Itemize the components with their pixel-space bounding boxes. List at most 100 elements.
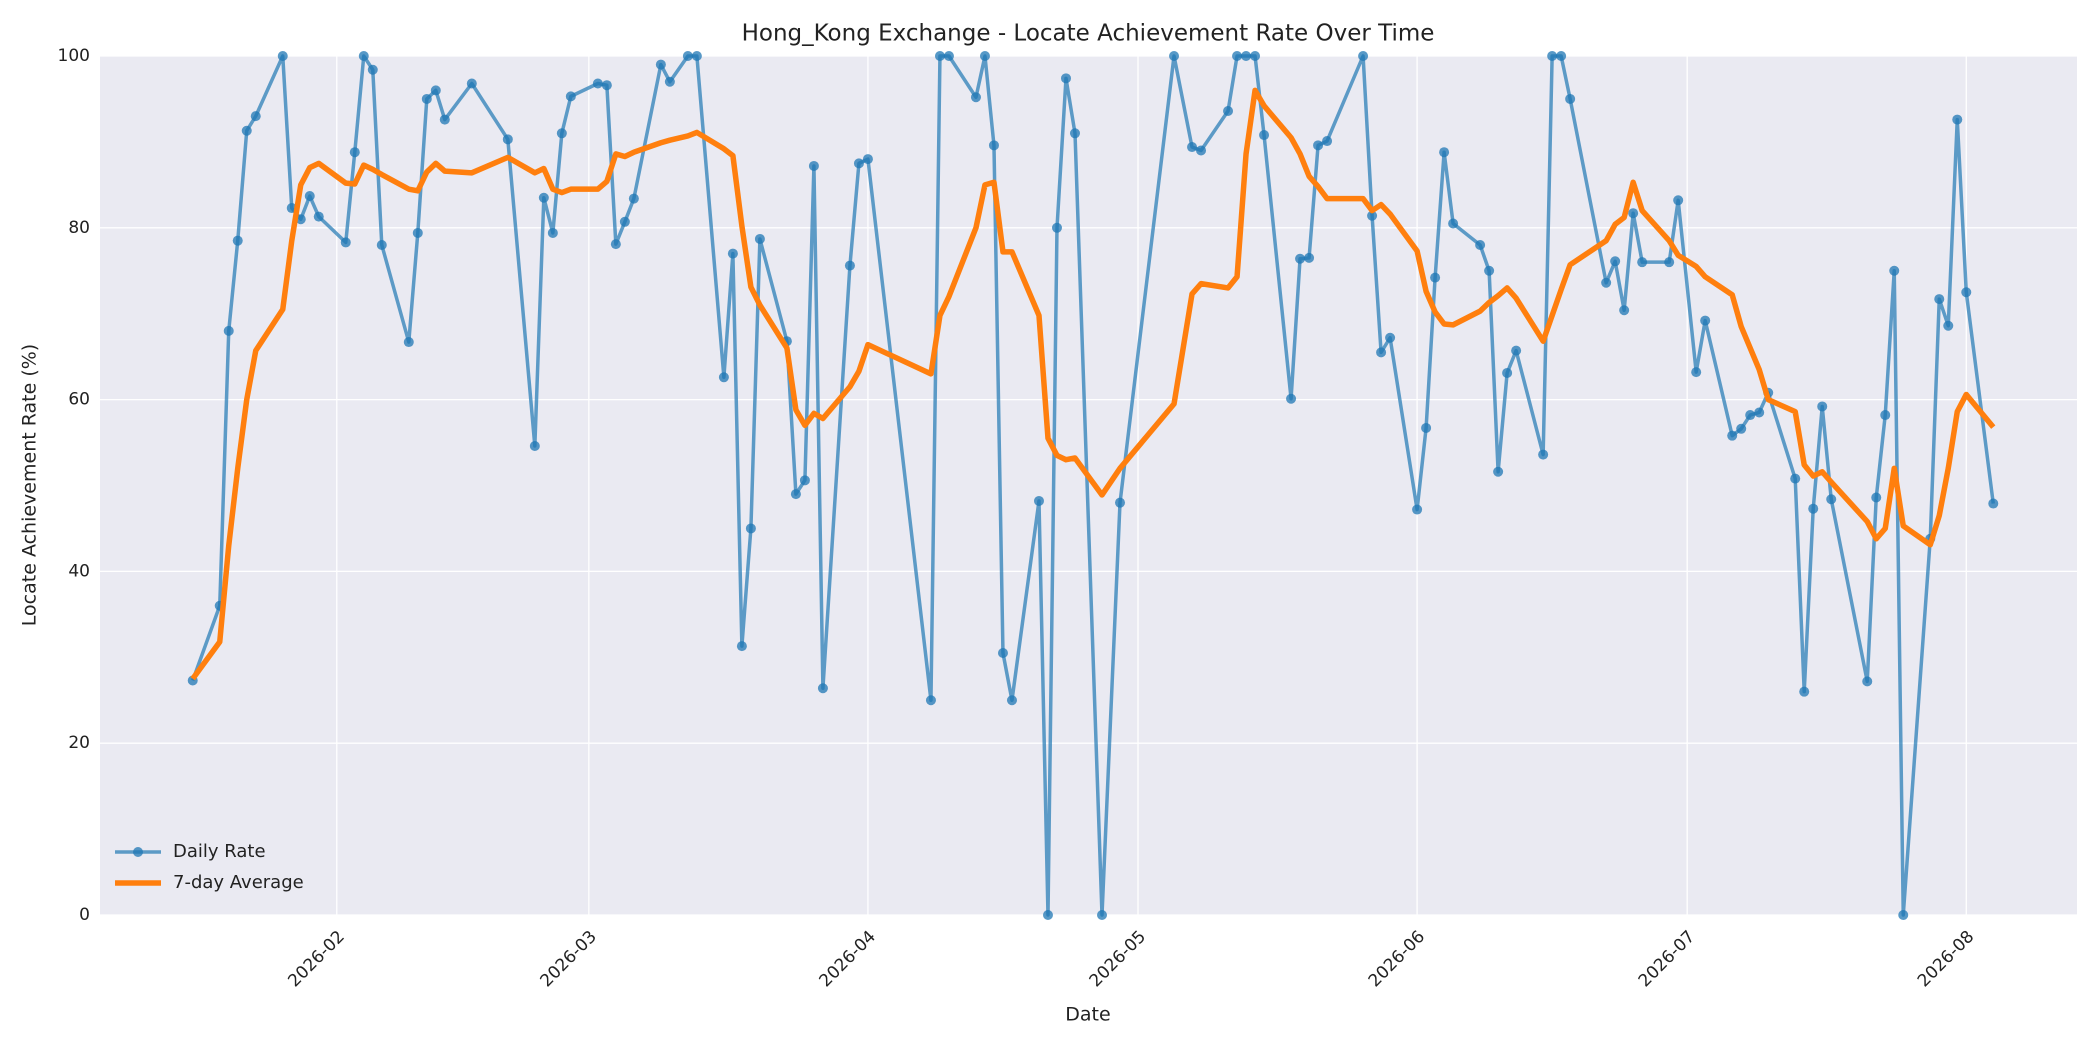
data-point [1943,320,1954,331]
series-line [191,54,1996,917]
data-point [466,78,477,89]
data-point [1051,222,1062,233]
data-point [556,128,567,139]
data-point [682,51,693,61]
data-point [1700,315,1711,326]
data-point [1259,130,1270,141]
data-point [943,51,954,61]
data-point [1196,145,1207,156]
data-point [1826,494,1837,505]
data-point [979,51,990,61]
y-tick-label: 60 [68,390,90,410]
data-point [799,475,810,486]
data-point [997,648,1008,659]
data-point [538,192,549,203]
data-point [745,523,756,534]
y-tick-label: 40 [68,561,90,581]
data-point [412,227,423,238]
data-point [1691,367,1702,378]
data-point [1538,449,1549,460]
y-tick-label: 100 [58,46,90,66]
data-point [529,440,540,451]
data-point [619,216,630,227]
data-point [1565,93,1576,104]
data-point [754,233,765,244]
data-point [1033,495,1044,506]
data-point [547,227,558,238]
data-point [1889,265,1900,276]
data-point [970,92,981,103]
data-point [1673,195,1684,206]
data-point [1187,142,1198,153]
x-tick-label: 2026-05 [1086,927,1150,991]
data-point [1952,114,1963,125]
data-point [934,51,945,61]
data-point [376,239,387,250]
data-point [808,160,819,171]
data-point [1817,401,1828,412]
data-point [430,85,441,96]
data-point [610,239,621,250]
data-point [862,154,873,165]
data-point [421,93,432,104]
legend-marker [133,847,143,857]
data-point [250,111,261,122]
data-point [1430,272,1441,283]
data-point [727,248,738,259]
data-point [232,235,243,246]
legend-label: Daily Rate [173,841,266,862]
data-point [844,260,855,271]
data-point [1988,498,1999,509]
data-point [1934,294,1945,305]
data-point [1385,332,1396,343]
data-point [1060,73,1071,84]
data-point [1745,410,1756,421]
data-point [1880,410,1891,421]
data-point [1736,423,1747,434]
data-point [1042,910,1053,920]
data-point [601,80,612,91]
data-point [1754,407,1765,418]
data-point [1502,367,1513,378]
data-point [502,134,513,145]
data-point [1232,51,1243,61]
y-tick-label: 20 [68,733,90,753]
series-line [190,87,1996,681]
data-point [403,337,414,348]
data-point [277,51,288,61]
data-point [1448,218,1459,229]
x-tick-label: 2026-06 [1365,927,1429,991]
data-point [1223,105,1234,116]
data-point [988,140,999,151]
data-point [1358,51,1369,61]
data-point [1169,51,1180,61]
x-tick-label: 2026-08 [1914,927,1978,991]
data-point [1250,51,1261,61]
data-point [1961,287,1972,298]
data-point [340,237,351,248]
data-point [1898,910,1909,920]
data-point [853,158,864,169]
x-tick-label: 2026-07 [1635,927,1699,991]
data-point [691,51,702,61]
data-point [1628,208,1639,219]
data-point [1556,51,1567,61]
chart-title: Hong_Kong Exchange - Locate Achievement … [742,21,1435,47]
data-point [1547,51,1558,61]
data-point [349,147,360,158]
data-point [1069,128,1080,139]
x-tick-label: 2026-03 [537,927,601,991]
data-point [1862,676,1873,687]
data-point [592,78,603,89]
data-point [628,193,639,204]
x-tick-label: 2026-02 [284,927,348,991]
x-axis-label: Date [1065,1004,1110,1026]
data-point [718,372,729,383]
data-point [1006,695,1017,706]
legend-label: 7-day Average [173,872,304,893]
data-point [1412,504,1423,515]
data-point [664,76,675,87]
data-point [817,683,828,694]
data-point [241,125,252,136]
